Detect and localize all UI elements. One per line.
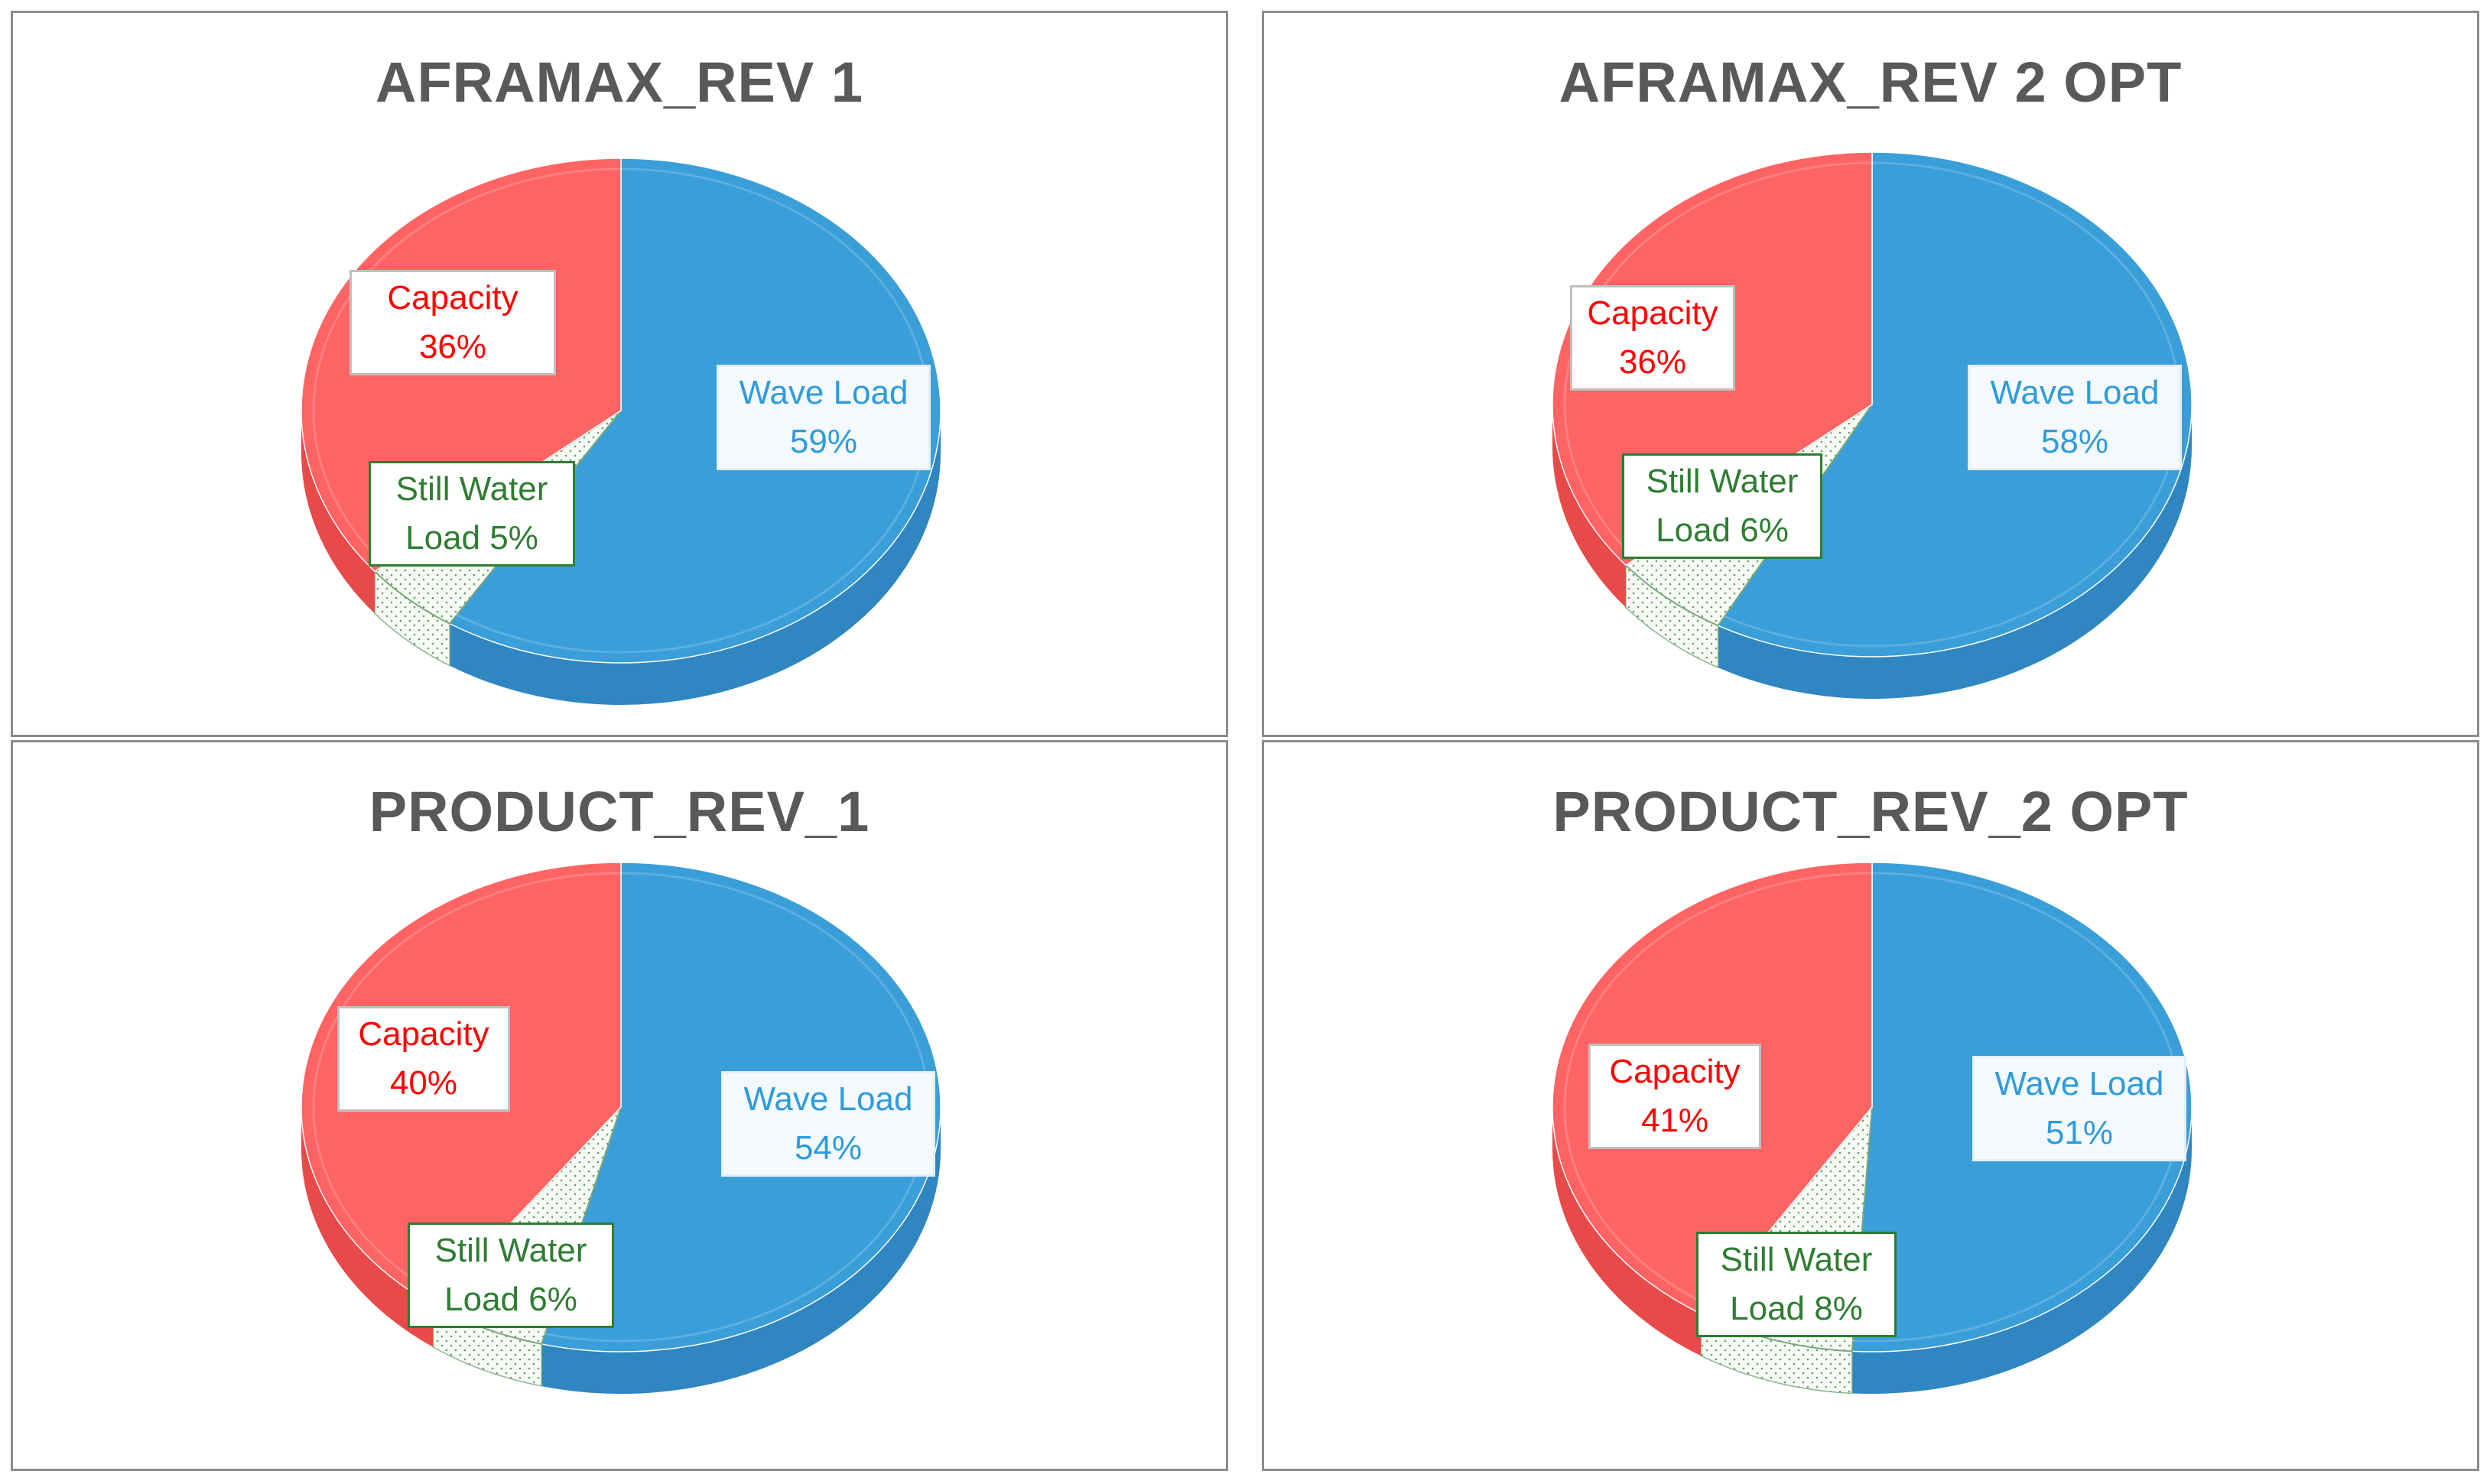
pie-chart xyxy=(301,157,941,705)
wave-load-label-value: 51% xyxy=(2045,1114,2114,1151)
chart-panel-product-rev2-opt: PRODUCT_REV_2 OPT Capacity 41% Wave Load… xyxy=(1262,740,2479,1471)
capacity-label-name: Capacity xyxy=(387,279,518,317)
wave-load-label-value: 59% xyxy=(789,423,858,460)
still-water-label-line1: Still Water xyxy=(395,470,548,508)
capacity-label: Capacity 41% xyxy=(1588,1044,1761,1149)
capacity-label-value: 36% xyxy=(1618,343,1687,381)
wave-load-label-name: Wave Load xyxy=(1994,1065,2164,1102)
capacity-label-name: Capacity xyxy=(358,1015,489,1053)
capacity-slice-side xyxy=(1552,1107,1702,1356)
wave-load-label-name: Wave Load xyxy=(739,374,909,411)
wave-load-label: Wave Load 54% xyxy=(721,1071,935,1177)
capacity-label-value: 40% xyxy=(389,1064,458,1102)
still-water-label-line2: Load 8% xyxy=(1730,1290,1863,1327)
still-water-label: Still Water Load 6% xyxy=(1622,453,1822,559)
pie-chart xyxy=(1552,862,2193,1395)
chart-title: AFRAMAX_REV 2 OPT xyxy=(1559,50,2183,114)
wave-load-label: Wave Load 51% xyxy=(1972,1056,2186,1161)
still-water-label-line1: Still Water xyxy=(434,1232,587,1269)
capacity-slice-side xyxy=(301,1107,434,1347)
chart-title: PRODUCT_REV_2 OPT xyxy=(1552,780,2189,843)
capacity-label-name: Capacity xyxy=(1609,1053,1741,1090)
wave-slice-side xyxy=(541,1107,941,1394)
wave-slice-side xyxy=(450,411,941,705)
still-water-label-line2: Load 6% xyxy=(1656,511,1789,549)
capacity-slice-side xyxy=(1552,404,1626,608)
capacity-label-value: 41% xyxy=(1640,1102,1709,1139)
pie-chart xyxy=(1552,151,2193,700)
still-water-label: Still Water Load 8% xyxy=(1696,1232,1897,1337)
still-water-label-line1: Still Water xyxy=(1720,1241,1873,1278)
still-water-label-line2: Load 5% xyxy=(405,519,538,557)
still-water-label-line2: Load 6% xyxy=(444,1281,577,1318)
wave-load-label-name: Wave Load xyxy=(1990,374,2160,411)
pie-chart xyxy=(301,862,941,1394)
chart-title: AFRAMAX_REV 1 xyxy=(375,50,863,114)
capacity-label: Capacity 36% xyxy=(349,270,556,375)
still-water-label: Still Water Load 5% xyxy=(369,461,575,567)
still-water-label: Still Water Load 6% xyxy=(408,1223,614,1328)
capacity-label: Capacity 40% xyxy=(337,1006,510,1112)
wave-slice-side xyxy=(1851,1107,2192,1394)
wave-load-label: Wave Load 59% xyxy=(717,365,931,470)
still-water-label-line1: Still Water xyxy=(1646,463,1799,500)
chart-title: PRODUCT_REV_1 xyxy=(369,780,870,843)
wave-load-label-value: 58% xyxy=(2040,423,2109,460)
capacity-label-value: 36% xyxy=(418,328,487,365)
wave-slice-side xyxy=(1718,404,2192,700)
chart-panel-aframax-rev2-opt: AFRAMAX_REV 2 OPT Capacity 36% Wave Load… xyxy=(1262,11,2479,737)
wave-load-label-name: Wave Load xyxy=(743,1080,913,1118)
wave-load-label-value: 54% xyxy=(794,1129,863,1167)
capacity-label-name: Capacity xyxy=(1587,294,1718,332)
chart-panel-product-rev1: PRODUCT_REV_1 Capacity 40% Wave Load 54%… xyxy=(11,740,1228,1471)
chart-panel-aframax-rev1: AFRAMAX_REV 1 Capacity 36% Wave Load 59%… xyxy=(11,11,1228,737)
wave-load-label: Wave Load 58% xyxy=(1968,365,2182,470)
capacity-slice-side xyxy=(301,411,375,614)
capacity-label: Capacity 36% xyxy=(1570,285,1735,391)
